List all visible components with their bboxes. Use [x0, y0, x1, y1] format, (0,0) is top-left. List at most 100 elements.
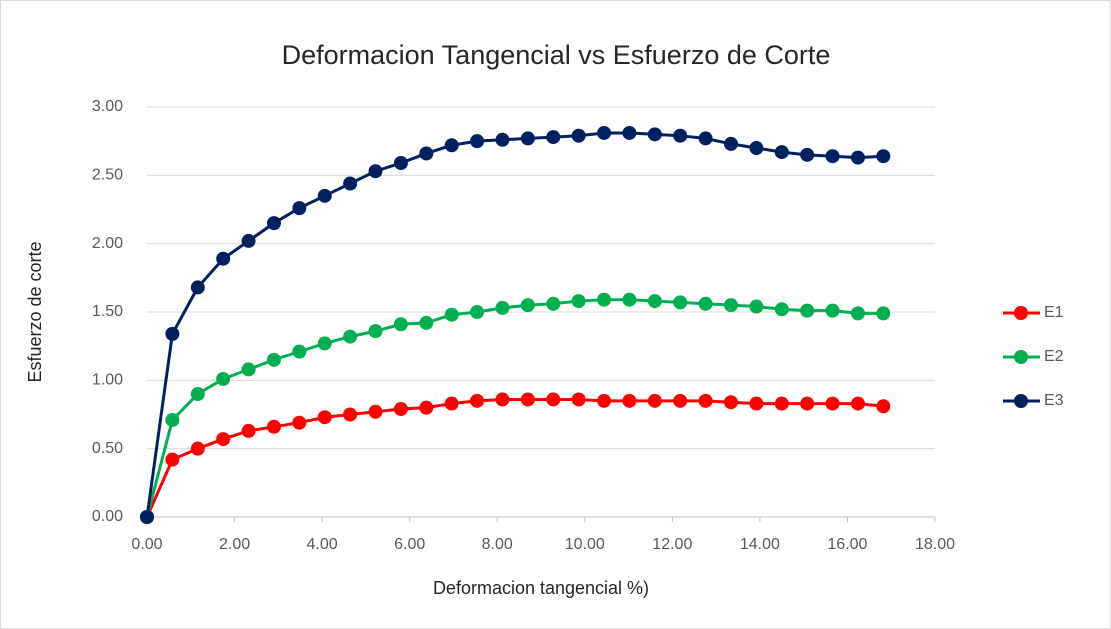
marker [850, 396, 865, 411]
marker [495, 132, 510, 147]
marker [495, 392, 510, 407]
marker [165, 412, 180, 427]
marker [520, 131, 535, 146]
x-tick-label: 4.00 [307, 536, 338, 553]
legend-marker [1014, 350, 1028, 364]
marker [216, 371, 231, 386]
marker [850, 306, 865, 321]
marker [444, 138, 459, 153]
marker [216, 251, 231, 266]
marker [317, 188, 332, 203]
marker [597, 125, 612, 140]
marker [419, 400, 434, 415]
marker [800, 147, 815, 162]
y-tick-label: 2.50 [92, 167, 123, 184]
marker [749, 299, 764, 314]
marker [698, 296, 713, 311]
marker [444, 396, 459, 411]
legend-marker [1014, 306, 1028, 320]
legend-marker [1014, 394, 1028, 408]
marker [774, 302, 789, 317]
legend-label: E3 [1044, 392, 1064, 409]
marker [393, 402, 408, 417]
marker [470, 305, 485, 319]
x-tick-label: 10.00 [565, 536, 605, 553]
marker [190, 441, 205, 456]
x-tick-label: 8.00 [482, 536, 513, 553]
y-axis-label: Esfuerzo de corte [25, 241, 45, 382]
legend-label: E1 [1044, 304, 1064, 321]
marker [571, 294, 586, 309]
marker [800, 303, 815, 318]
marker [774, 396, 789, 411]
marker [241, 423, 256, 438]
marker [520, 298, 535, 313]
marker [647, 127, 662, 142]
marker [723, 298, 738, 313]
marker [825, 396, 840, 411]
marker [419, 315, 434, 330]
marker [292, 201, 307, 216]
marker [571, 128, 586, 143]
marker [876, 149, 891, 164]
marker [368, 404, 383, 419]
marker [723, 395, 738, 410]
x-tick-label: 6.00 [394, 536, 425, 553]
marker [165, 452, 180, 467]
marker [216, 432, 231, 447]
marker [190, 280, 205, 295]
marker [343, 176, 358, 191]
y-tick-label: 3.00 [92, 98, 123, 115]
marker [698, 393, 713, 408]
marker [368, 164, 383, 179]
y-tick-label: 0.00 [92, 508, 123, 525]
marker [546, 130, 561, 145]
marker [190, 387, 205, 401]
marker [800, 396, 815, 411]
marker [470, 134, 485, 149]
marker [622, 292, 637, 307]
marker [571, 392, 586, 407]
marker [876, 399, 891, 414]
marker [343, 407, 358, 422]
marker [495, 300, 510, 315]
marker [774, 145, 789, 160]
marker [393, 156, 408, 171]
marker [622, 125, 637, 140]
marker [470, 393, 485, 408]
marker [419, 146, 434, 161]
x-tick-label: 0.00 [131, 536, 162, 553]
marker [317, 336, 332, 351]
x-tick-label: 18.00 [915, 536, 955, 553]
marker [165, 326, 180, 341]
marker [597, 292, 612, 307]
marker [393, 317, 408, 332]
marker [673, 128, 688, 143]
marker [622, 393, 637, 408]
marker [241, 233, 256, 248]
marker [647, 393, 662, 408]
marker [825, 149, 840, 164]
y-tick-label: 0.50 [92, 440, 123, 457]
marker [292, 415, 307, 430]
y-tick-label: 1.50 [92, 303, 123, 320]
chart-title: Deformacion Tangencial vs Esfuerzo de Co… [282, 40, 831, 70]
y-tick-label: 1.00 [92, 372, 123, 389]
marker [266, 352, 281, 367]
x-tick-label: 14.00 [740, 536, 780, 553]
marker [546, 296, 561, 311]
marker [266, 419, 281, 434]
x-tick-label: 2.00 [219, 536, 250, 553]
marker [647, 294, 662, 309]
marker [876, 306, 891, 321]
marker [266, 216, 281, 231]
marker [317, 410, 332, 425]
marker [444, 307, 459, 322]
x-tick-label: 12.00 [652, 536, 692, 553]
marker [140, 510, 154, 524]
marker [597, 393, 612, 408]
legend-label: E2 [1044, 348, 1064, 365]
marker [723, 136, 738, 151]
